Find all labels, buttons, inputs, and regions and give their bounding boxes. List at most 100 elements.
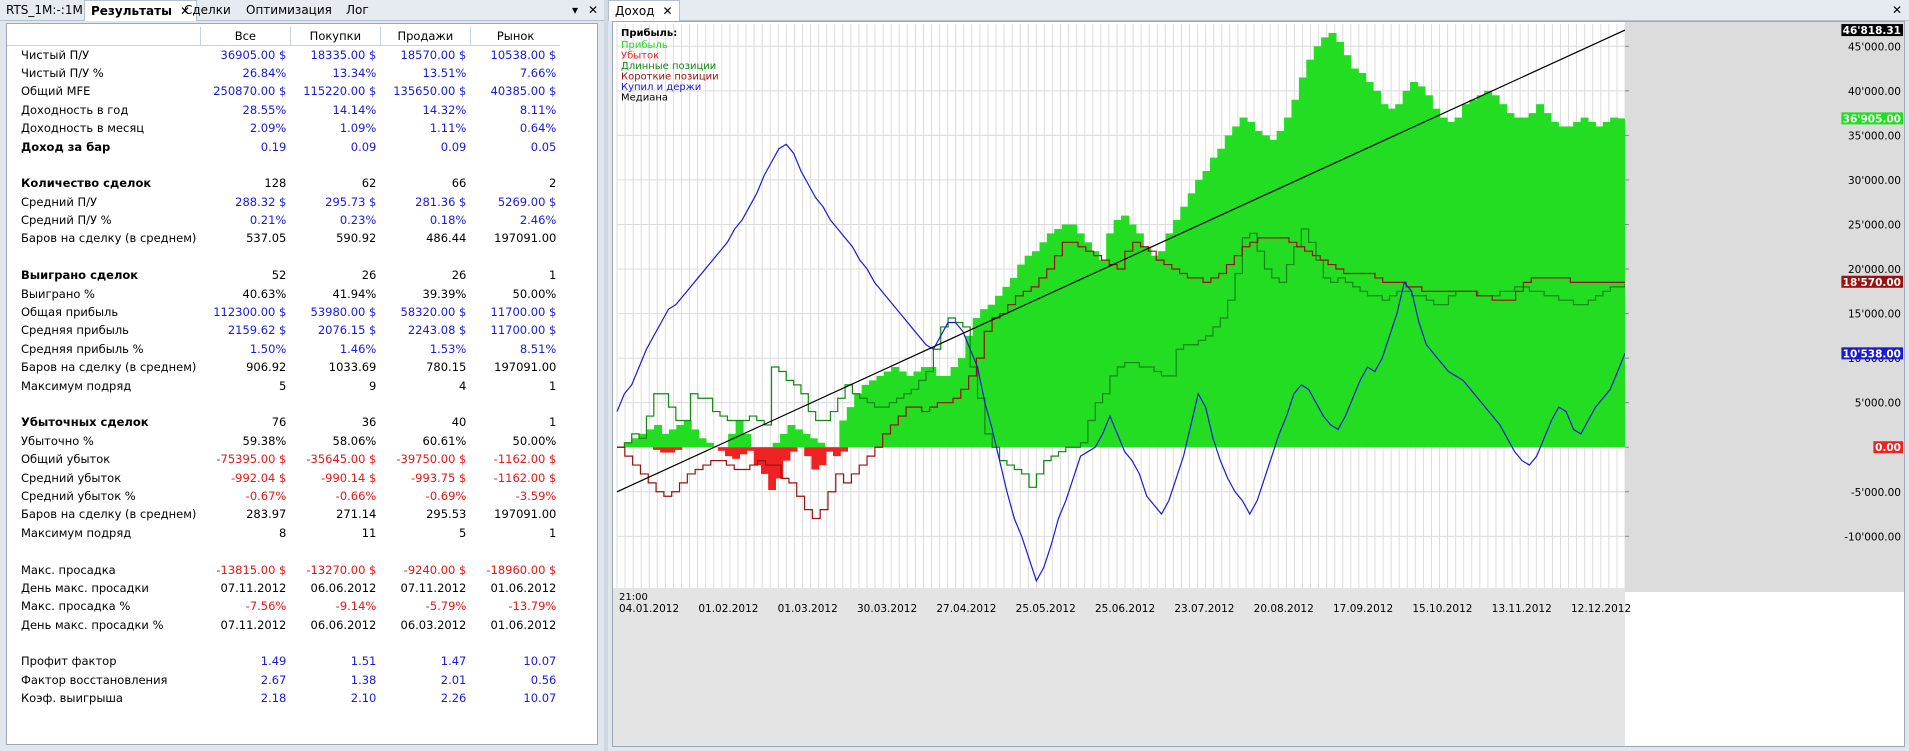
row-value: 0.56 xyxy=(530,672,557,687)
row-label: Доходность в месяц xyxy=(21,121,145,136)
tab-income[interactable]: Доход ✕ xyxy=(608,0,680,21)
x-tick-label: 01.03.2012 xyxy=(778,603,838,615)
row-value: 11700.00 $ xyxy=(490,305,557,320)
profit-bar xyxy=(869,380,878,448)
profit-bar xyxy=(1454,117,1463,448)
row-value: 10.07 xyxy=(523,654,557,669)
row-value: 0.18% xyxy=(429,213,467,228)
x-tick-label: 30.03.2012 xyxy=(857,603,917,615)
row-label: Макс. просадка xyxy=(21,562,116,577)
row-label: Убыточно % xyxy=(21,433,94,448)
value-marker-badge xyxy=(1873,441,1903,454)
close-panel-icon[interactable]: ✕ xyxy=(588,3,599,17)
row-value: 1.50% xyxy=(249,341,287,356)
row-value: 53980.00 $ xyxy=(310,305,377,320)
profit-bar xyxy=(920,367,929,448)
close-icon[interactable]: ✕ xyxy=(179,4,191,18)
profit-bar xyxy=(1417,86,1426,448)
loss-bar xyxy=(725,447,733,457)
row-value: -13270.00 $ xyxy=(306,562,377,577)
row-value: 41.94% xyxy=(332,286,377,301)
row-value: 07.11.2012 xyxy=(220,617,287,632)
loss-bar xyxy=(775,447,784,479)
row-label: Средний П/У xyxy=(21,194,98,209)
profit-bar xyxy=(1343,55,1352,448)
loss-bar xyxy=(739,447,748,455)
profit-bar xyxy=(1373,90,1382,448)
dropdown-arrow-icon[interactable]: ▾ xyxy=(572,3,579,17)
profit-bar xyxy=(1439,117,1448,448)
row-value: 1.51 xyxy=(350,654,377,669)
tab-trades[interactable]: Сделки xyxy=(184,3,231,17)
table-row: Макс. просадка % -7.56% -9.14% -5.79% -13.79… xyxy=(7,597,560,615)
profit-bar xyxy=(1350,68,1359,448)
value-marker-label: 0.00 xyxy=(1875,442,1901,454)
y-tick-label: 15'000.00 xyxy=(1848,309,1901,321)
profit-bar xyxy=(1558,126,1567,448)
row-value: 271.14 xyxy=(336,507,377,522)
row-value: 07.11.2012 xyxy=(400,580,467,595)
profit-bar xyxy=(735,420,744,448)
legend-entry: Длинные позиции xyxy=(621,61,716,72)
window-title: RTS_1M:-:1M xyxy=(6,3,83,17)
table-row: Выиграно сделок 52 26 26 1 xyxy=(7,266,560,284)
legend-entry: Прибыль xyxy=(621,40,668,51)
profit-bar xyxy=(631,438,640,448)
profit-bar xyxy=(1076,233,1085,448)
row-value: 1 xyxy=(549,525,557,540)
profit-bar xyxy=(698,438,707,448)
table-spacer-row xyxy=(7,395,560,413)
profit-bar xyxy=(1424,95,1433,448)
close-panel-icon[interactable]: ✕ xyxy=(1892,3,1903,17)
profit-bar xyxy=(1202,171,1211,448)
loss-bar xyxy=(667,447,676,453)
profit-bar xyxy=(1365,81,1374,448)
profit-bar xyxy=(1009,277,1018,448)
profit-bar xyxy=(728,433,737,448)
equity-chart[interactable]: Прибыль: Прибыль Убыток Длинные позиции Коро… xyxy=(612,21,1905,747)
value-marker-badge xyxy=(1841,112,1903,125)
row-label: День макс. просадки % xyxy=(21,617,164,632)
row-value: 14.14% xyxy=(332,102,377,117)
row-value: -18960.00 $ xyxy=(486,562,557,577)
profit-bar xyxy=(1224,135,1233,448)
profit-bar xyxy=(1528,113,1537,448)
row-label: Средняя прибыль xyxy=(21,323,129,338)
row-value: 36 xyxy=(361,415,377,430)
y-tick-label: 40'000.00 xyxy=(1848,86,1901,98)
row-value: 295.53 xyxy=(426,507,467,522)
legend-entry: Медиана xyxy=(621,93,668,104)
close-icon[interactable]: ✕ xyxy=(662,4,673,18)
row-value: 66 xyxy=(451,176,467,191)
y-tick-label: 5'000.00 xyxy=(1855,398,1901,410)
profit-bar xyxy=(1565,126,1574,448)
profit-bar xyxy=(1298,77,1307,448)
profit-bar xyxy=(1602,122,1611,448)
loss-bar xyxy=(753,447,762,466)
row-value: 2.46% xyxy=(519,213,557,228)
row-value: 197091.00 xyxy=(494,231,557,246)
row-label: Баров на сделку (в среднем) xyxy=(21,507,197,522)
y-tick-label: 30'000.00 xyxy=(1848,175,1901,187)
row-value: 537.05 xyxy=(246,231,287,246)
tab-optimization[interactable]: Оптимизация xyxy=(246,3,332,17)
value-marker-label: 18'570.00 xyxy=(1843,277,1901,289)
profit-bar xyxy=(1284,117,1293,448)
row-value: 2.67 xyxy=(260,672,287,687)
row-label: Общий убыток xyxy=(21,452,111,467)
profit-bar xyxy=(1513,117,1522,448)
tab-log[interactable]: Лог xyxy=(346,3,369,17)
table-spacer-row xyxy=(7,156,560,174)
profit-bar xyxy=(861,384,870,448)
loss-bar xyxy=(811,447,820,470)
table-row: Убыточных сделок 76 36 40 1 xyxy=(7,413,560,431)
profit-bar xyxy=(883,371,892,448)
series-line xyxy=(617,228,1626,488)
row-value: -0.69% xyxy=(425,488,467,503)
profit-bar xyxy=(1269,139,1278,448)
row-value: 288.32 $ xyxy=(235,194,287,209)
table-row: Максимум подряд 8 11 5 1 xyxy=(7,524,560,542)
loss-bar xyxy=(804,447,812,457)
profit-bar xyxy=(913,371,922,448)
tab-results[interactable]: Результаты ✕ xyxy=(84,0,198,21)
